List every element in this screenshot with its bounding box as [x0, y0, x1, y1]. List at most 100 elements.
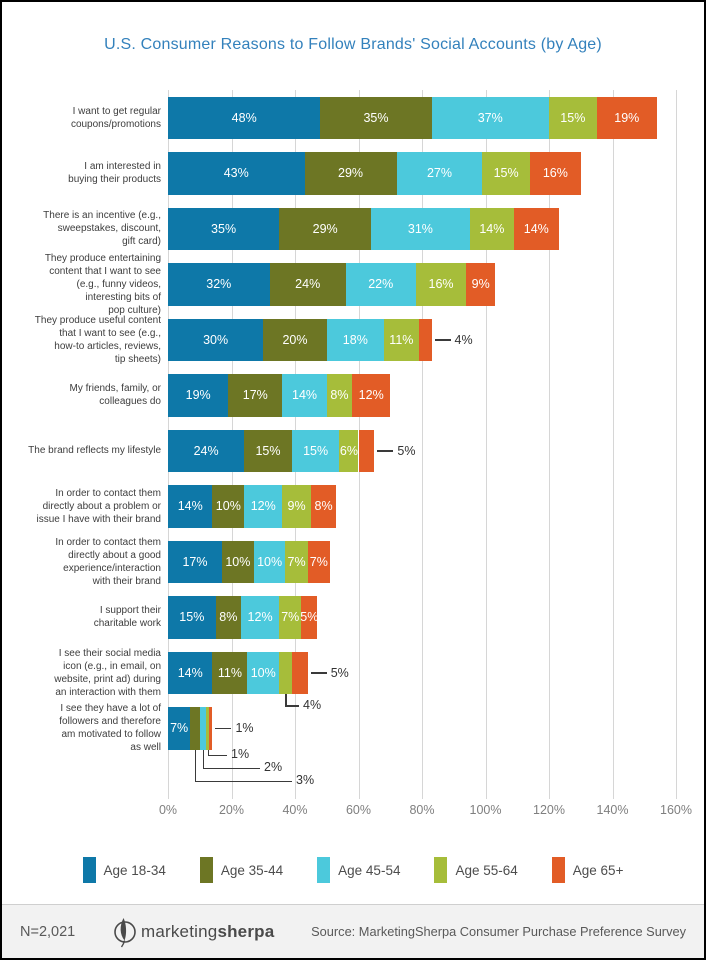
callout-line-vertical — [194, 749, 197, 781]
bar-row: They produce entertaining content that I… — [2, 253, 676, 316]
callout-line-horizontal — [285, 705, 299, 707]
bar-segment-label-inside: 10% — [247, 651, 280, 694]
bar-segment-label-inside: 11% — [212, 651, 248, 694]
x-tick-label: 20% — [218, 803, 245, 817]
bar-row: I want to get regular coupons/promotions… — [2, 90, 676, 146]
bar-segment-label-inside: 32% — [168, 263, 270, 306]
category-label: I am interested in buying their products — [68, 161, 161, 186]
bar-track: 35% 29% 31% 14% 14% — [168, 201, 676, 257]
gridline — [676, 90, 677, 799]
x-tick-label: 160% — [660, 803, 692, 817]
bar-segment-label-inside: 8% — [215, 596, 242, 639]
chart-rows: I want to get regular coupons/promotions… — [2, 90, 676, 787]
bar-segment-label-inside: 27% — [396, 152, 483, 195]
bar-segment-label-inside: 15% — [168, 596, 216, 639]
bar-segment-label-inside: 19% — [168, 374, 229, 417]
bar-segment-label-inside: 8% — [310, 485, 337, 528]
data-label-outside: 4% — [454, 332, 473, 347]
data-label-outside: 1% — [235, 721, 254, 736]
bar-row: I support their charitable work 15% 8% 12% 7… — [2, 590, 676, 646]
category-label: I want to get regular coupons/promotions — [70, 105, 161, 130]
legend-item: Age 55-64 — [434, 857, 518, 883]
callout-line-horizontal — [194, 780, 292, 782]
legend-swatch — [551, 857, 565, 883]
legend-item: Age 35-44 — [199, 857, 284, 883]
x-tick-label: 140% — [596, 803, 629, 817]
bar-segment-label-inside: 37% — [431, 96, 549, 139]
category-label: My friends, family, or colleagues do — [69, 383, 162, 408]
bar-segment — [291, 651, 308, 694]
legend-label: Age 18-34 — [103, 862, 166, 878]
bar-segment-label-inside: 5% — [300, 596, 318, 639]
bar-segment-label-inside: 20% — [263, 318, 327, 361]
page-title: U.S. Consumer Reasons to Follow Brands' … — [104, 36, 602, 53]
data-label-callout-right: 5% — [310, 666, 349, 680]
category-label: I see their social media icon (e.g., in … — [54, 647, 161, 698]
callout-line-vertical — [207, 749, 210, 755]
callout-line — [434, 339, 451, 341]
bar-segment-label-inside: 35% — [168, 207, 280, 250]
bar-track: 32% 24% 22% 16% 9% — [168, 257, 676, 313]
bar-track: 30% 20% 18% 11% 4% — [168, 312, 676, 368]
data-label-callout-right: 4% — [434, 332, 473, 347]
bar-segment — [209, 707, 213, 750]
bar-segment-label-inside: 12% — [241, 596, 280, 639]
bar-segment-label-inside: 24% — [168, 429, 245, 472]
legend-label: Age 35-44 — [220, 862, 284, 878]
bar-track: 19% 17% 14% 8% 12% — [168, 368, 676, 424]
bar-segment-label-inside: 30% — [168, 318, 264, 361]
stacked-bar-chart: I want to get regular coupons/promotions… — [2, 90, 692, 820]
bar-segment-label-inside: 24% — [269, 263, 346, 306]
callout-line — [377, 450, 394, 452]
bar-segment-label-inside: 6% — [339, 429, 359, 472]
data-label-outside: 1% — [231, 747, 250, 761]
legend-label: Age 65+ — [572, 862, 624, 878]
bar-segment-label-inside: 15% — [482, 152, 530, 195]
sample-size: N=2,021 — [20, 923, 76, 940]
bar-row: They produce useful content that I want … — [2, 312, 676, 368]
category-label: There is an incentive (e.g., sweepstakes… — [43, 210, 161, 248]
bar-segment-label-inside: 10% — [221, 540, 254, 583]
bar-row: I see their social media icon (e.g., in … — [2, 645, 676, 712]
legend-label: Age 45-54 — [338, 862, 401, 878]
gridline — [612, 90, 614, 799]
bar-segment — [206, 707, 210, 750]
bar-segment-label-inside: 22% — [345, 263, 416, 306]
bar-segment-label-inside: 29% — [304, 152, 397, 195]
legend: Age 18-34 Age 35-44 Age 45-54 Age 55-64 Age … — [2, 857, 704, 883]
x-tick-label: 120% — [533, 803, 565, 817]
callout-line-vertical — [202, 749, 205, 768]
bar-segment-label-inside: 31% — [371, 207, 470, 250]
source-text: Source: MarketingSherpa Consumer Purchas… — [311, 924, 686, 939]
bar-segment-label-inside: 17% — [228, 374, 283, 417]
data-label-outside: 3% — [296, 773, 315, 787]
bar-track: 24% 15% 15% 6% 5% — [168, 423, 676, 479]
bar-row: I am interested in buying their products… — [2, 146, 676, 202]
bar-segment-label-inside: 16% — [415, 263, 467, 306]
bar-row: In order to contact them directly about … — [2, 534, 676, 590]
bar-segment-label-inside: 14% — [168, 651, 213, 694]
legend-swatch — [199, 857, 213, 883]
bar-segment-label-inside: 12% — [244, 485, 283, 528]
callout-line-horizontal — [207, 754, 227, 756]
bar-track: 7% 3% 2% 1% 1% — [168, 701, 676, 787]
category-label: In order to contact them directly about … — [55, 536, 161, 587]
bar-segment — [199, 707, 207, 750]
data-label-outside: 4% — [303, 697, 322, 712]
bar-track: 48% 35% 37% 15% 19% — [168, 90, 676, 146]
bar-segment — [279, 651, 292, 694]
callout-line-horizontal — [202, 767, 260, 769]
bar-segment-label-inside: 7% — [279, 596, 302, 639]
bar-segment-label-inside: 43% — [168, 152, 305, 195]
bar-segment-label-inside: 8% — [326, 374, 353, 417]
x-tick-label: 40% — [282, 803, 308, 817]
bar-segment-label-inside: 14% — [514, 207, 559, 250]
gridline — [549, 90, 550, 799]
legend-item: Age 18-34 — [82, 857, 166, 883]
data-label-callout-right: 5% — [377, 444, 415, 458]
bar-segment-label-inside: 17% — [168, 540, 222, 583]
category-label: I support their charitable work — [93, 605, 161, 630]
bar-segment-label-inside: 14% — [469, 207, 515, 250]
gridline — [485, 90, 487, 799]
